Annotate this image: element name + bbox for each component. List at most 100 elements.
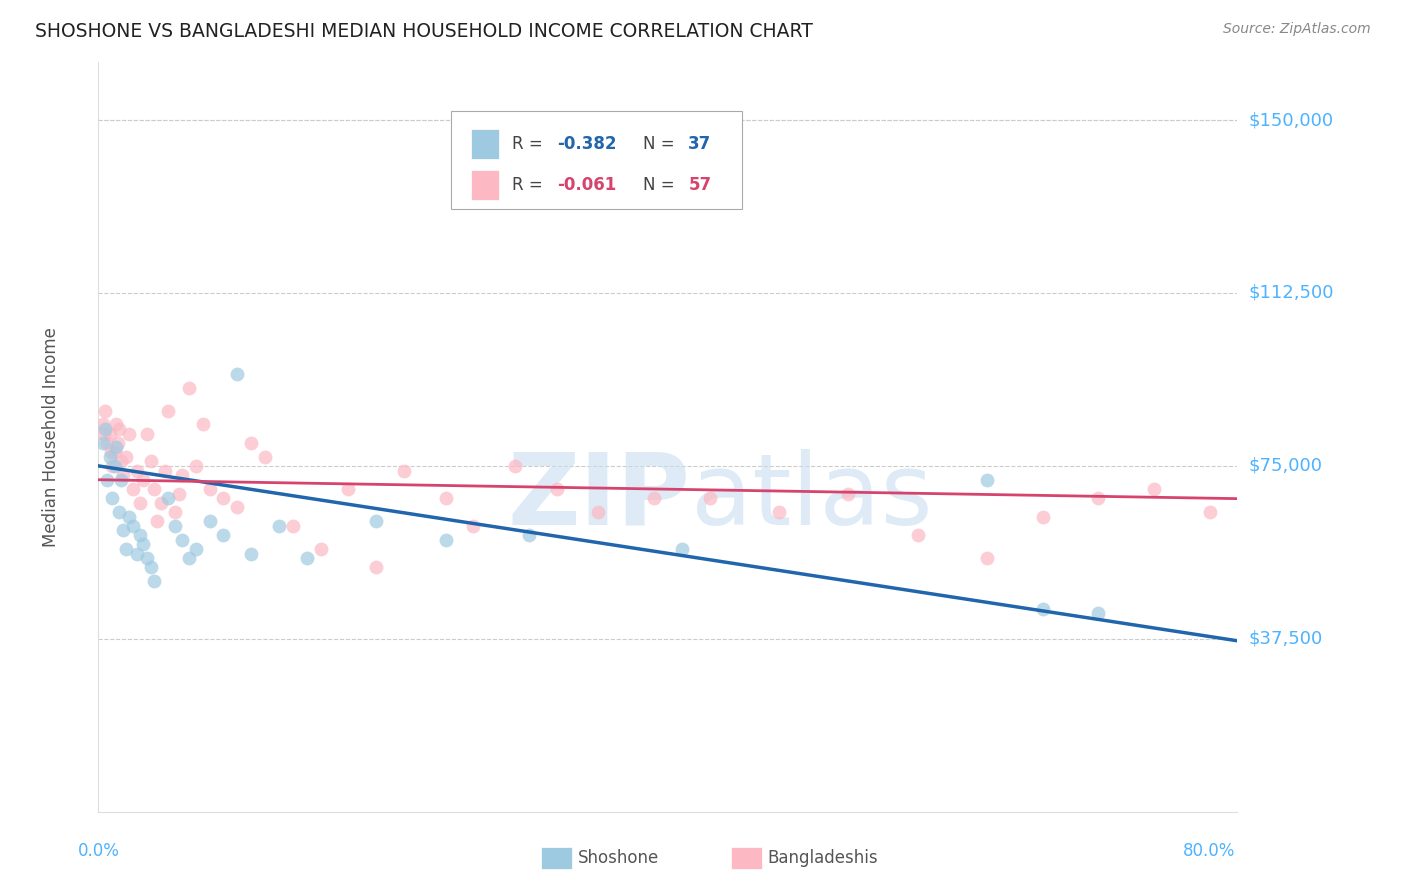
Point [101, 458, 124, 473]
Point [98, 426, 121, 441]
Text: Median Household Income: Median Household Income [42, 327, 59, 547]
Point [132, 537, 155, 551]
Text: $150,000: $150,000 [1249, 112, 1333, 129]
Point [149, 496, 172, 510]
Point [1032, 602, 1054, 616]
Point [503, 458, 526, 473]
Point [1143, 482, 1166, 496]
Point [127, 463, 149, 477]
Point [588, 505, 610, 519]
Point [115, 450, 138, 464]
Point [281, 519, 304, 533]
Point [118, 509, 141, 524]
Point [254, 450, 277, 464]
Point [212, 528, 235, 542]
Point [100, 445, 122, 459]
Point [184, 458, 207, 473]
Text: ZIP: ZIP [508, 449, 690, 546]
Point [434, 533, 457, 547]
Text: -0.061: -0.061 [557, 176, 617, 194]
Point [167, 486, 190, 500]
Point [136, 551, 159, 566]
Point [240, 435, 263, 450]
Point [141, 454, 163, 468]
Point [153, 463, 176, 477]
Point [110, 454, 132, 468]
Text: $75,000: $75,000 [1249, 457, 1323, 475]
Text: atlas: atlas [690, 449, 932, 546]
Point [118, 426, 141, 441]
Point [163, 505, 186, 519]
Point [108, 422, 131, 436]
FancyBboxPatch shape [471, 170, 499, 200]
Point [240, 547, 263, 561]
Point [517, 528, 540, 542]
Point [145, 514, 167, 528]
Point [198, 482, 221, 496]
Point [546, 482, 568, 496]
Point [143, 574, 166, 589]
Point [110, 473, 132, 487]
Point [434, 491, 457, 505]
Text: SHOSHONE VS BANGLADESHI MEDIAN HOUSEHOLD INCOME CORRELATION CHART: SHOSHONE VS BANGLADESHI MEDIAN HOUSEHOLD… [35, 22, 813, 41]
Point [115, 541, 138, 556]
Point [1198, 505, 1220, 519]
FancyBboxPatch shape [471, 128, 499, 159]
Point [1032, 509, 1054, 524]
Point [463, 519, 485, 533]
Point [98, 450, 121, 464]
Point [91, 417, 114, 432]
Text: N =: N = [643, 135, 679, 153]
Point [643, 491, 665, 505]
Point [309, 541, 332, 556]
Point [366, 560, 388, 574]
Text: 37: 37 [689, 135, 711, 153]
Point [104, 445, 127, 459]
Point [226, 367, 249, 381]
Text: R =: R = [512, 176, 548, 194]
Point [768, 505, 790, 519]
Point [143, 482, 166, 496]
Point [976, 551, 998, 566]
Text: N =: N = [643, 176, 679, 194]
Point [96, 473, 118, 487]
Point [156, 491, 179, 505]
Point [122, 482, 145, 496]
Point [212, 491, 235, 505]
Point [132, 473, 155, 487]
Point [170, 468, 193, 483]
Point [93, 426, 115, 441]
Text: 0.0%: 0.0% [77, 842, 120, 860]
Point [976, 473, 998, 487]
Point [699, 491, 721, 505]
Text: $37,500: $37,500 [1249, 630, 1323, 648]
Text: -0.382: -0.382 [557, 135, 617, 153]
Text: 80.0%: 80.0% [1184, 842, 1236, 860]
Point [105, 441, 128, 455]
Point [671, 541, 693, 556]
Point [177, 551, 200, 566]
Point [112, 468, 135, 483]
Point [96, 435, 118, 450]
Text: R =: R = [512, 135, 548, 153]
Point [122, 519, 145, 533]
Text: $112,500: $112,500 [1249, 284, 1334, 302]
Point [105, 417, 128, 432]
Point [91, 435, 114, 450]
Point [907, 528, 929, 542]
Point [837, 486, 859, 500]
FancyBboxPatch shape [451, 112, 742, 209]
Point [267, 519, 290, 533]
Point [136, 426, 159, 441]
Point [129, 528, 152, 542]
Point [156, 403, 179, 417]
Text: 57: 57 [689, 176, 711, 194]
Point [337, 482, 360, 496]
Point [1087, 491, 1109, 505]
Text: Bangladeshis: Bangladeshis [768, 849, 879, 867]
Point [101, 491, 124, 505]
Point [392, 463, 415, 477]
Point [226, 500, 249, 515]
Point [141, 560, 163, 574]
Point [108, 505, 131, 519]
